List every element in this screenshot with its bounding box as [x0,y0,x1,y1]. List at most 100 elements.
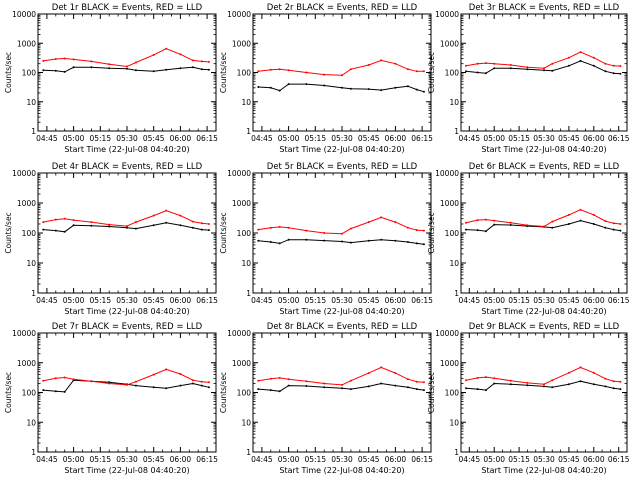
lld-data-point [619,223,622,225]
lld-data-point [484,376,487,379]
x-tick-label: 05:45 [143,296,165,305]
events-data-point [380,238,383,241]
lld-data-point [341,383,343,386]
events-data-point [63,390,66,393]
lld-data-point [380,59,383,62]
lld-data-point [484,62,487,65]
lld-data-point [200,222,203,225]
lld-series-line [258,59,424,76]
events-data-point [134,69,137,72]
events-data-point [367,239,370,242]
events-data-point [257,388,260,391]
lld-data-point [63,57,66,60]
lld-series-line [465,209,621,228]
events-data-point [422,243,425,246]
x-tick-label: 06:15 [608,134,630,143]
x-tick-label: 06:15 [411,455,433,464]
events-data-point [484,230,487,233]
lld-data-point [257,70,260,73]
lld-data-point [42,379,45,382]
y-tick-label: 10 [449,418,459,427]
lld-data-point [526,224,529,227]
events-data-point [54,229,57,232]
events-data-point [509,224,512,226]
x-tick-label: 04:45 [458,455,480,464]
x-tick-label: 04:45 [36,455,58,464]
y-tick-label: 1 [246,127,251,136]
x-tick-label: 05:15 [304,134,326,143]
lld-data-point [349,227,352,230]
lld-data-point [551,379,554,382]
lld-series-line [258,366,424,386]
lld-series-line [43,210,209,227]
x-tick-label: 04:45 [251,296,273,305]
y-axis-label: Counts/sec [4,52,13,93]
events-data-point [341,86,343,89]
x-axis-label: Start Time (22-Jul-08 04:40:20) [279,145,404,154]
events-data-point [415,88,418,91]
lld-data-point [278,225,281,228]
events-data-point [604,385,607,388]
events-data-point [604,226,607,229]
events-series-line [465,60,621,75]
events-data-point [465,387,467,390]
y-axis-label: Counts/sec [4,372,13,413]
events-data-point [152,70,155,73]
panel-5: Det 5r BLACK = Events, RED = LLD 1 10 100 10… [219,162,433,316]
events-data-point [509,67,512,70]
events-series-line [465,380,621,391]
events-data-point [108,67,111,70]
events-data-point [476,229,479,232]
events-data-point [551,69,554,72]
y-tick-label: 100 [22,389,37,398]
events-data-point [484,72,487,75]
lld-data-point [543,383,545,386]
lld-series-line [43,48,209,68]
lld-data-point [90,380,93,383]
events-data-point [619,388,622,391]
lld-data-point [551,220,554,223]
lld-data-point [465,64,467,67]
events-data-point [465,70,467,73]
events-data-point [592,223,595,225]
x-tick-label: 04:45 [36,134,58,143]
x-tick-label: 05:30 [331,296,353,305]
y-tick-label: 10 [241,98,251,107]
lld-data-point [278,68,281,71]
events-data-point [207,229,210,232]
lld-data-point [604,377,607,380]
y-tick-label: 1 [246,289,251,298]
lld-data-point [42,221,45,224]
lld-data-point [567,213,570,216]
lld-data-point [422,381,425,384]
plot-frame [460,172,628,294]
panel-2: Det 2r BLACK = Events, RED = LLD 1 10 100 10… [219,3,433,154]
lld-data-point [592,56,595,59]
lld-data-point [287,69,290,72]
x-tick-label: 05:15 [508,455,530,464]
y-axis-label: Counts/sec [219,372,228,413]
lld-data-point [422,229,425,232]
y-tick-label: 1000 [440,39,459,48]
y-tick-label: 1000 [232,359,251,368]
events-data-point [592,64,595,67]
y-tick-label: 10 [241,418,251,427]
lld-data-point [152,53,155,56]
y-tick-label: 1000 [440,359,459,368]
lld-data-point [165,368,168,371]
events-data-point [526,68,529,71]
x-tick-label: 05:00 [483,455,505,464]
events-data-point [323,239,326,242]
x-tick-label: 05:45 [558,296,580,305]
y-axis-label: Counts/sec [427,212,436,253]
events-data-point [152,224,155,227]
x-tick-label: 05:30 [331,455,353,464]
events-data-point [63,230,66,233]
y-tick-label: 1 [454,127,459,136]
lld-data-point [207,381,210,384]
events-data-point [269,86,272,89]
events-data-point [406,386,409,389]
events-data-point [134,227,137,230]
lld-data-point [108,223,111,226]
lld-data-point [269,377,272,380]
